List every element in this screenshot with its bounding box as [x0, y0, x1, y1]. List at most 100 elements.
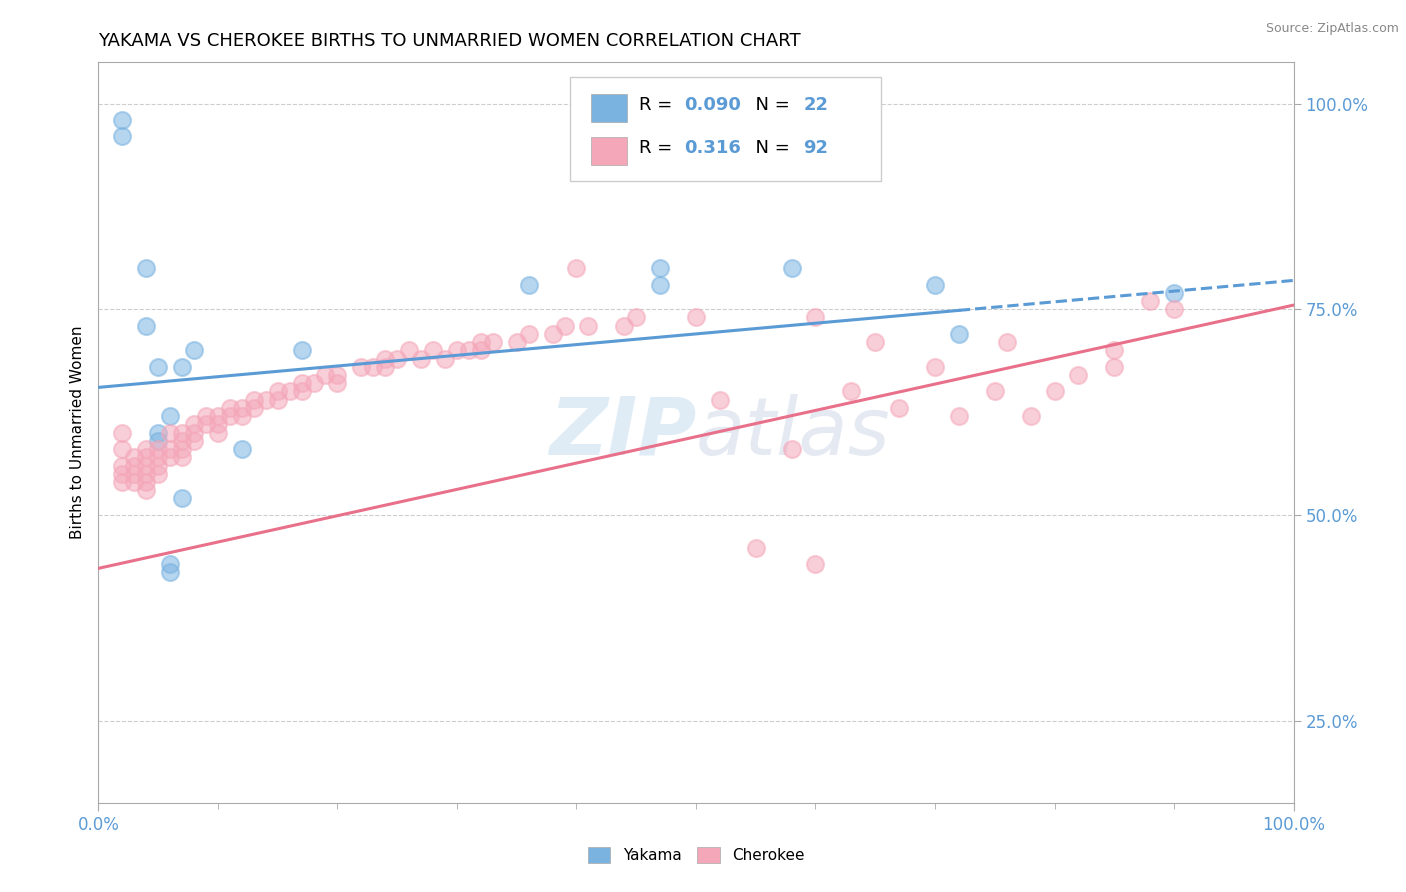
Point — [278, 384, 301, 399]
Point — [231, 409, 253, 424]
Text: atlas: atlas — [696, 393, 891, 472]
Point — [135, 483, 157, 498]
Point — [685, 310, 707, 325]
Point — [243, 401, 266, 415]
Point — [135, 261, 157, 276]
Point — [111, 113, 134, 128]
Point — [554, 318, 576, 333]
Point — [267, 392, 290, 407]
FancyBboxPatch shape — [591, 137, 627, 165]
Point — [124, 450, 146, 465]
Point — [254, 392, 277, 407]
Point — [613, 318, 636, 333]
Point — [374, 359, 396, 374]
Point — [231, 442, 253, 456]
Point — [948, 326, 970, 341]
Point — [411, 351, 433, 366]
Point — [709, 392, 731, 407]
Point — [207, 425, 229, 440]
Point — [195, 409, 218, 424]
FancyBboxPatch shape — [571, 78, 882, 181]
Text: YAKAMA VS CHEROKEE BIRTHS TO UNMARRIED WOMEN CORRELATION CHART: YAKAMA VS CHEROKEE BIRTHS TO UNMARRIED W… — [98, 32, 801, 50]
Point — [111, 458, 134, 473]
Point — [398, 343, 420, 358]
Point — [172, 434, 194, 448]
Point — [948, 409, 970, 424]
Point — [374, 351, 396, 366]
Point — [135, 467, 157, 481]
Point — [195, 417, 218, 432]
Point — [148, 442, 170, 456]
Point — [565, 261, 588, 276]
Point — [291, 343, 314, 358]
Point — [148, 450, 170, 465]
Point — [172, 491, 194, 506]
Point — [148, 458, 170, 473]
Point — [470, 335, 492, 350]
Point — [1104, 343, 1126, 358]
Point — [517, 277, 540, 292]
Point — [183, 425, 205, 440]
Point — [172, 450, 194, 465]
Point — [841, 384, 863, 399]
Text: Source: ZipAtlas.com: Source: ZipAtlas.com — [1265, 22, 1399, 36]
Point — [111, 467, 134, 481]
Point — [1043, 384, 1066, 399]
Point — [1067, 368, 1090, 382]
Point — [1104, 359, 1126, 374]
Point — [148, 425, 170, 440]
Point — [1163, 302, 1185, 317]
Point — [578, 318, 600, 333]
Point — [159, 442, 181, 456]
Point — [159, 409, 181, 424]
Point — [207, 409, 229, 424]
Point — [124, 467, 146, 481]
Point — [219, 409, 242, 424]
Point — [648, 277, 672, 292]
Point — [172, 425, 194, 440]
Point — [363, 359, 385, 374]
Point — [889, 401, 911, 415]
Point — [626, 310, 648, 325]
Point — [111, 442, 134, 456]
Point — [291, 384, 314, 399]
Point — [1163, 285, 1185, 300]
Point — [267, 384, 290, 399]
Point — [326, 376, 349, 391]
Point — [517, 326, 540, 341]
Point — [1139, 293, 1161, 308]
Text: R =: R = — [638, 139, 683, 157]
Point — [148, 467, 170, 481]
Point — [780, 261, 803, 276]
Point — [865, 335, 887, 350]
Point — [1019, 409, 1042, 424]
Point — [148, 359, 170, 374]
Point — [995, 335, 1018, 350]
Point — [648, 261, 672, 276]
Text: 0.316: 0.316 — [685, 139, 741, 157]
Point — [207, 417, 229, 432]
Point — [422, 343, 444, 358]
Text: N =: N = — [744, 96, 796, 114]
Legend: Yakama, Cherokee: Yakama, Cherokee — [582, 841, 810, 869]
Point — [458, 343, 481, 358]
Text: 0.090: 0.090 — [685, 96, 741, 114]
Point — [148, 434, 170, 448]
Point — [159, 425, 181, 440]
Point — [745, 541, 768, 555]
Point — [159, 558, 181, 572]
Point — [243, 392, 266, 407]
Point — [291, 376, 314, 391]
Point — [446, 343, 468, 358]
Point — [541, 326, 564, 341]
FancyBboxPatch shape — [591, 95, 627, 122]
Point — [111, 425, 134, 440]
Point — [111, 475, 134, 489]
Point — [124, 475, 146, 489]
Point — [219, 401, 242, 415]
Point — [183, 417, 205, 432]
Point — [924, 277, 946, 292]
Point — [159, 450, 181, 465]
Point — [481, 335, 505, 350]
Point — [984, 384, 1007, 399]
